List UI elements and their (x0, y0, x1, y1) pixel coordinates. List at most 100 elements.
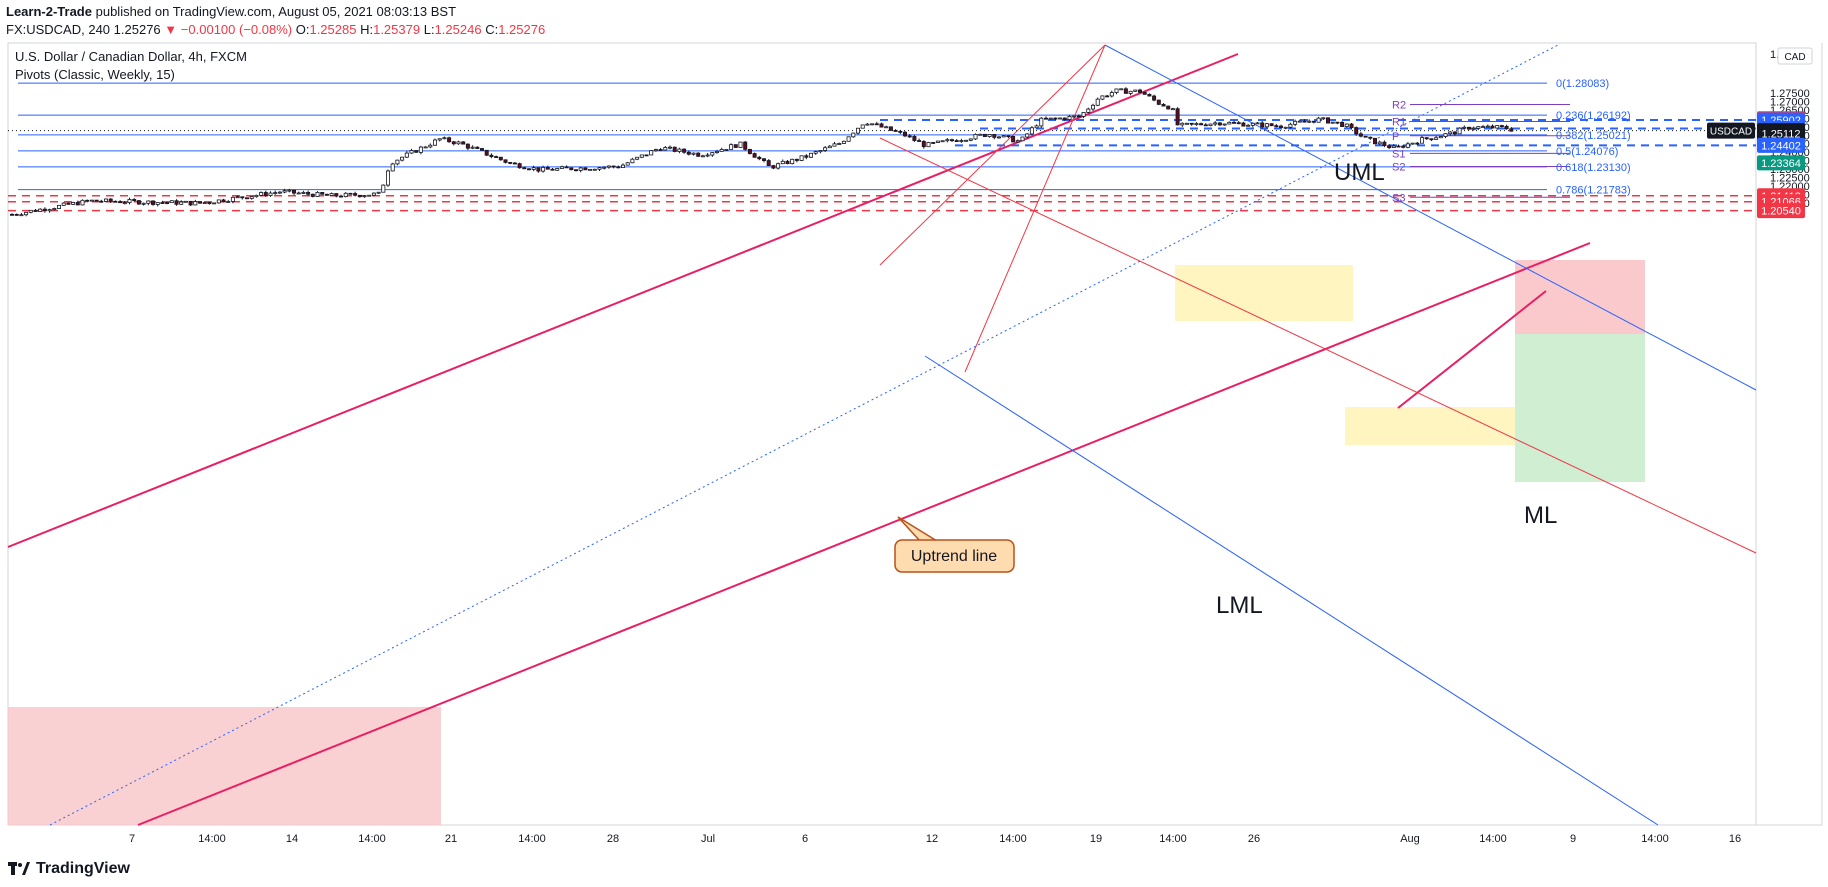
candle-body (1358, 133, 1363, 137)
candle-body (1025, 133, 1030, 138)
candle-body (324, 193, 329, 196)
indicator-legend: Pivots (Classic, Weekly, 15) (15, 67, 175, 82)
candle-body (1062, 117, 1067, 120)
candle-body (809, 152, 814, 158)
candle-body (1006, 135, 1011, 138)
candle-body (987, 134, 992, 137)
candle-body (179, 201, 184, 205)
candle-body (404, 152, 409, 158)
candle-body (691, 152, 696, 155)
candle-body (1189, 122, 1194, 125)
candle-body (522, 167, 527, 170)
candle-body (780, 160, 785, 165)
publisher-name[interactable]: Learn-2-Trade (6, 4, 92, 19)
candle-body (282, 190, 287, 193)
candle-body (465, 143, 470, 149)
candle-body (1236, 122, 1241, 125)
candle-body (343, 192, 348, 198)
candle-body (1443, 133, 1448, 137)
candle-body (1241, 122, 1246, 127)
price-chart[interactable]: 0(1.28083) 0.236(1.26192) 0.382(1.25021) 0.… (0, 37, 1828, 887)
candle-body (108, 198, 113, 202)
candle-body (1250, 122, 1255, 126)
candle-body (235, 196, 240, 199)
candle-body (1203, 124, 1208, 127)
candle-body (1166, 105, 1171, 110)
brand-name: TradingView (36, 860, 130, 877)
candle-body (1377, 141, 1382, 145)
candle-body (1326, 117, 1331, 124)
candle-body (1156, 99, 1161, 105)
candle-body (1128, 90, 1133, 94)
candle-body (33, 209, 38, 212)
tradingview-brand[interactable]: TradingView (8, 860, 130, 878)
candle-body (832, 143, 837, 147)
candle-body (569, 167, 574, 171)
candle-body (794, 158, 799, 161)
price-tick-label: 1.27500 (1770, 88, 1810, 100)
candle-body (1109, 92, 1114, 97)
candle-body (57, 204, 62, 209)
candle-body (1415, 142, 1420, 145)
candle-body (423, 146, 428, 149)
candle-body (1387, 145, 1392, 149)
close-label: C: (485, 22, 499, 37)
price-change: −0.00100 (−0.08%) (180, 22, 293, 37)
candle-body (931, 142, 936, 144)
candle-body (545, 167, 550, 170)
candle-body (630, 158, 635, 164)
candle-body (541, 167, 546, 172)
candle-body (19, 214, 24, 217)
candle-body (503, 159, 508, 163)
candle-body (578, 167, 583, 171)
candle-body (348, 192, 353, 195)
candle-body (588, 168, 593, 171)
candle-body (1091, 104, 1096, 110)
time-tick-label: 14 (286, 833, 298, 845)
candle-body (517, 163, 522, 169)
lml-label: LML (1216, 592, 1263, 619)
candle-body (89, 199, 94, 202)
candle-body (851, 132, 856, 138)
ml-label: ML (1524, 502, 1557, 529)
price-tick-label: 1.27000 (1770, 96, 1810, 108)
candle-body (362, 195, 367, 198)
candle-body (658, 149, 663, 151)
candle-body (1180, 122, 1185, 126)
callout-text: Uptrend line (911, 548, 997, 565)
candle-body (1147, 93, 1152, 97)
candle-body (531, 167, 536, 170)
candle-body (169, 200, 174, 204)
time-tick-label: 9 (1570, 833, 1576, 845)
candle-body (1316, 117, 1321, 123)
time-tick-label: 7 (129, 833, 135, 845)
candle-body (1029, 127, 1034, 135)
candle-body (1279, 125, 1284, 128)
symbol-name[interactable]: FX:USDCAD, 240 (6, 22, 111, 37)
candle-body (1467, 126, 1472, 130)
rising-wedge-line (1397, 290, 1547, 409)
candle-body (616, 166, 621, 169)
price-tag (1757, 137, 1805, 153)
low-value: 1.25246 (434, 22, 482, 37)
candle-body (893, 130, 898, 132)
time-tick-label: 6 (802, 833, 808, 845)
candle-body (437, 138, 442, 141)
price-tag (1757, 203, 1805, 219)
candle-body (1349, 123, 1354, 128)
candle-body (653, 149, 658, 152)
time-tick-label: 26 (1248, 833, 1260, 845)
open-value: 1.25285 (309, 22, 357, 37)
candle-body (1452, 131, 1457, 135)
candle-body (1119, 88, 1124, 91)
uptrend-callout[interactable]: Uptrend line (894, 516, 1015, 573)
candle-body (771, 165, 776, 169)
pivot-label: P (1392, 131, 1399, 143)
candle-body (874, 123, 879, 126)
candle-body (113, 200, 118, 203)
candle-body (85, 199, 90, 202)
candle-body (371, 192, 376, 196)
time-tick-label: 28 (607, 833, 619, 845)
candle-body (42, 208, 47, 212)
candle-body (959, 140, 964, 142)
